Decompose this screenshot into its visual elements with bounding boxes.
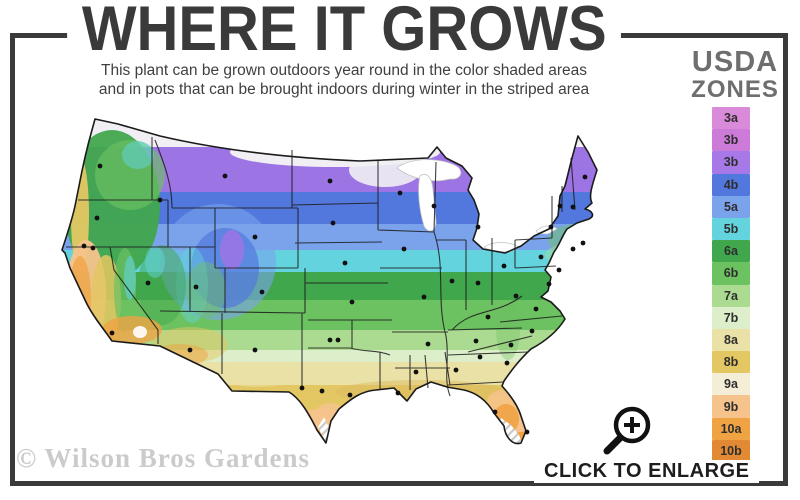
state-dot bbox=[501, 263, 507, 269]
state-dot bbox=[529, 328, 535, 334]
state-dot bbox=[492, 409, 498, 415]
legend-heading-zones: ZONES bbox=[691, 76, 779, 103]
zone-swatch-9b: 9b bbox=[712, 395, 750, 418]
state-dot bbox=[252, 347, 258, 353]
subtitle-line-2: and in pots that can be brought indoors … bbox=[98, 81, 590, 98]
subtitle: This plant can be grown outdoors year ro… bbox=[30, 61, 658, 99]
state-dot bbox=[570, 246, 576, 252]
state-dot bbox=[475, 280, 481, 286]
state-dot bbox=[94, 215, 100, 221]
zone-swatch-8a: 8a bbox=[712, 328, 750, 352]
state-dot bbox=[533, 306, 539, 312]
state-dot bbox=[187, 347, 193, 353]
state-dot bbox=[582, 174, 588, 180]
state-dot bbox=[413, 369, 419, 375]
state-dots bbox=[81, 163, 588, 435]
state-dot bbox=[395, 390, 401, 396]
state-dot bbox=[157, 197, 163, 203]
state-dot bbox=[570, 204, 576, 210]
us-hardiness-zone-map bbox=[61, 118, 598, 445]
state-dot bbox=[259, 289, 265, 295]
state-dot bbox=[222, 173, 228, 179]
state-dot bbox=[81, 243, 87, 249]
state-dot bbox=[524, 429, 530, 435]
state-dot bbox=[145, 280, 151, 286]
state-dot bbox=[425, 341, 431, 347]
state-dot bbox=[319, 388, 325, 394]
legend-heading-usda: USDA bbox=[691, 46, 779, 78]
state-dot bbox=[90, 245, 96, 251]
zone-swatch-6b: 6b bbox=[712, 262, 750, 285]
state-dot bbox=[421, 294, 427, 300]
zone-swatch-7a: 7a bbox=[712, 284, 750, 307]
state-dot bbox=[473, 338, 479, 344]
state-dot bbox=[546, 281, 552, 287]
state-dot bbox=[557, 203, 563, 209]
state-dot bbox=[504, 360, 510, 366]
magnifier-plus-icon[interactable] bbox=[600, 401, 658, 459]
state-dot bbox=[401, 246, 407, 252]
zone-swatch-4b: 4b bbox=[712, 173, 750, 196]
click-to-enlarge-button[interactable]: CLICK TO ENLARGE bbox=[534, 460, 760, 483]
state-dot bbox=[508, 342, 514, 348]
state-dot bbox=[453, 367, 459, 373]
state-dot bbox=[431, 203, 437, 209]
great-lakes bbox=[396, 159, 558, 253]
state-dot bbox=[347, 392, 353, 398]
zone-swatch-8b: 8b bbox=[712, 351, 750, 374]
zone-swatch-10a: 10a bbox=[712, 417, 750, 440]
state-dot bbox=[548, 224, 554, 230]
zone-swatch-10b: 10b bbox=[712, 439, 750, 462]
state-dot bbox=[299, 385, 305, 391]
subtitle-line-1: This plant can be grown outdoors year ro… bbox=[101, 62, 587, 79]
state-dot bbox=[580, 240, 586, 246]
zone-swatch-3b: 3b bbox=[712, 151, 750, 174]
zone-swatch-5a: 5a bbox=[712, 195, 750, 218]
state-dot bbox=[538, 254, 544, 260]
zone-swatch-6a: 6a bbox=[712, 240, 750, 263]
state-dot bbox=[330, 220, 336, 226]
zone-swatch-3a: 3a bbox=[712, 107, 750, 130]
zone-swatch-5b: 5b bbox=[712, 217, 750, 241]
state-dot bbox=[252, 234, 258, 240]
state-dot bbox=[513, 293, 519, 299]
state-dot bbox=[349, 299, 355, 305]
state-dot bbox=[475, 224, 481, 230]
page-title: WHERE IT GROWS bbox=[66, 0, 622, 61]
state-dot bbox=[449, 278, 455, 284]
zone-swatch-7b: 7b bbox=[712, 306, 750, 329]
state-dot bbox=[397, 190, 403, 196]
watermark-wilson-bros-gardens: © Wilson Bros Gardens bbox=[16, 443, 310, 473]
legend-heading: USDA ZONES bbox=[672, 48, 798, 103]
state-dot bbox=[485, 314, 491, 320]
state-dot bbox=[556, 267, 562, 273]
state-dot bbox=[327, 178, 333, 184]
zone-swatch-3b: 3b bbox=[712, 129, 750, 152]
state-dot bbox=[97, 163, 103, 169]
state-dot bbox=[327, 337, 333, 343]
state-dot bbox=[335, 337, 341, 343]
state-dot bbox=[477, 354, 483, 360]
state-dot bbox=[109, 330, 115, 336]
zone-legend: 3a 3b 3b 4b 5a 5b 6a 6b 7a 7b 8a 8b 9a 9b 10a 10b bbox=[712, 107, 750, 462]
zone-shading bbox=[62, 119, 597, 444]
header: WHERE IT GROWS bbox=[30, 0, 658, 61]
lake-michigan bbox=[418, 173, 437, 232]
zone-swatch-9a: 9a bbox=[712, 373, 750, 396]
state-borders bbox=[66, 137, 576, 397]
state-dot bbox=[193, 284, 199, 290]
state-dot bbox=[342, 260, 348, 266]
